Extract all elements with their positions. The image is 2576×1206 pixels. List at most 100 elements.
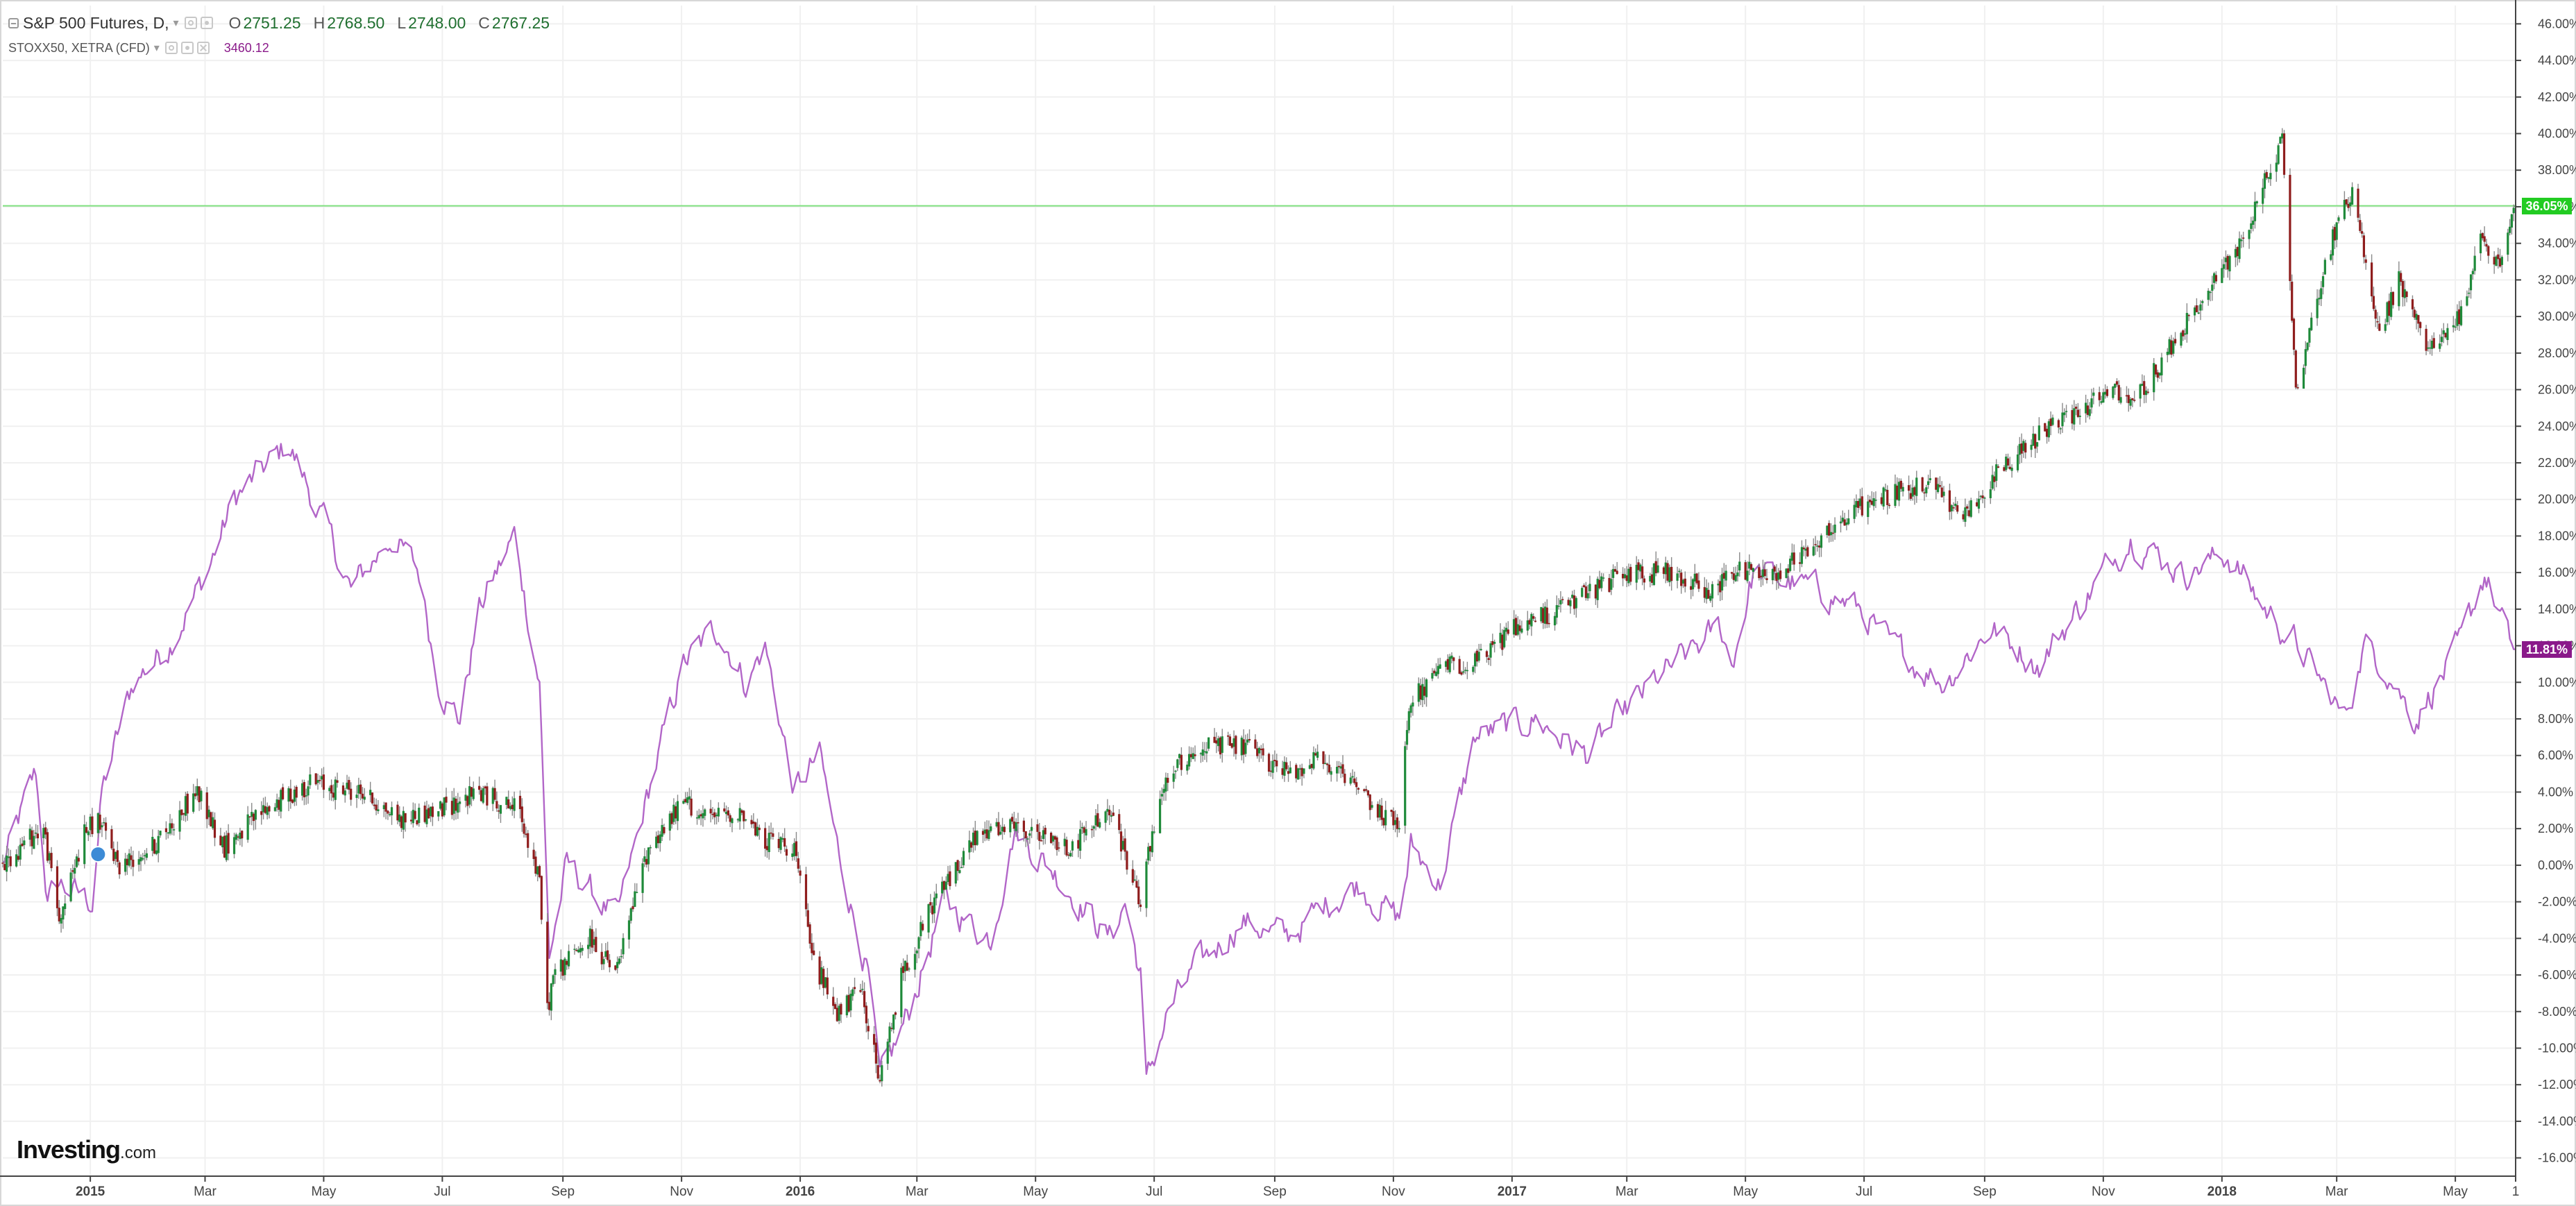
candle-body	[1707, 590, 1710, 599]
candle-body	[954, 862, 957, 884]
eye-icon[interactable]	[164, 42, 178, 54]
event-marker-icon[interactable]	[90, 846, 107, 863]
candle-body	[2279, 137, 2282, 144]
candle-body	[564, 958, 566, 976]
compare-series-legend[interactable]: STOXX50, XETRA (CFD) ▾ 3460.12	[8, 36, 269, 60]
candle-body	[1639, 564, 1642, 572]
spx-candles-layer	[1, 128, 2517, 1087]
candle-body	[2469, 274, 2473, 291]
close-icon[interactable]	[196, 42, 210, 54]
candle-body	[1339, 766, 1342, 769]
candle-body	[2444, 332, 2447, 338]
collapse-legend-icon[interactable]	[8, 17, 19, 28]
candle-body	[2240, 239, 2243, 241]
candle-body	[861, 989, 864, 990]
candle-body	[371, 792, 374, 804]
candle-body	[920, 922, 922, 937]
eye-icon[interactable]	[184, 17, 197, 29]
candle-body	[1899, 480, 1902, 489]
x-tick-label: Mar	[906, 1184, 929, 1199]
compare-series-title[interactable]: STOXX50, XETRA (CFD)	[8, 40, 150, 55]
candle-body	[336, 780, 339, 783]
candle-body	[1575, 597, 1577, 609]
candle-body	[194, 793, 197, 797]
candle-body	[1069, 853, 1072, 857]
candle-body	[1186, 764, 1189, 771]
candle-body	[409, 819, 413, 822]
chevron-down-icon[interactable]: ▾	[173, 17, 179, 29]
candle-body	[173, 829, 176, 831]
candle-body	[2102, 392, 2105, 403]
candle-body	[1962, 514, 1965, 520]
y-tick-label: -14.00%	[2538, 1114, 2576, 1128]
candle-body	[1748, 561, 1751, 569]
candle-body	[387, 810, 389, 814]
y-tick-label: 26.00%	[2538, 383, 2576, 397]
candle-body	[1289, 767, 1291, 774]
candle-body	[1896, 485, 1899, 500]
candle-body	[604, 951, 607, 957]
candle-body	[1915, 477, 1918, 496]
candle-body	[19, 844, 22, 860]
candle-body	[276, 799, 278, 808]
candle-body	[676, 801, 679, 822]
candle-body	[2005, 457, 2008, 470]
candle-body	[1858, 498, 1862, 507]
candle-body	[319, 780, 321, 781]
candle-body	[239, 832, 242, 840]
candle-body	[2316, 298, 2319, 319]
candle-body	[1353, 778, 1356, 783]
candle-body	[2071, 410, 2074, 424]
candle-body	[1065, 840, 1068, 856]
candle-body	[1188, 754, 1191, 767]
candle-body	[344, 790, 346, 796]
candle-body	[2337, 217, 2340, 221]
candle-body	[1911, 487, 1914, 497]
chevron-down-icon[interactable]: ▾	[153, 42, 160, 54]
candle-body	[1909, 493, 1912, 499]
candle-body	[1205, 751, 1208, 754]
candle-body	[2398, 271, 2400, 307]
candle-body	[756, 826, 759, 836]
candle-body	[264, 806, 266, 813]
candle-body	[813, 950, 815, 956]
candle-body	[1553, 615, 1557, 626]
gear-icon[interactable]	[200, 17, 213, 29]
candle-body	[495, 801, 498, 809]
candle-body	[1611, 569, 1615, 578]
candle-body	[1542, 608, 1545, 623]
candle-body	[972, 832, 975, 846]
x-tick-label: Nov	[2092, 1184, 2115, 1199]
x-tick-label: 1	[2512, 1184, 2520, 1199]
candle-body	[1324, 763, 1327, 765]
x-tick-label: Jul	[434, 1184, 450, 1199]
candle-body	[1520, 628, 1523, 633]
main-series-legend[interactable]: S&P 500 Futures, D, ▾ O 2751.25 H 2768.50 …	[8, 11, 550, 35]
logo-suffix: .com	[120, 1144, 157, 1162]
candle-body	[990, 826, 992, 831]
candle-body	[1534, 620, 1537, 622]
candle-body	[1145, 861, 1148, 908]
gear-icon[interactable]	[180, 42, 194, 54]
high-key: H	[313, 13, 325, 32]
candle-body	[2263, 173, 2266, 189]
candle-body	[1719, 581, 1722, 593]
candle-body	[1001, 826, 1004, 832]
candle-body	[2405, 291, 2408, 298]
candle-body	[459, 801, 461, 804]
main-series-title[interactable]: S&P 500 Futures, D,	[23, 13, 169, 32]
candle-body	[396, 804, 399, 821]
candle-body	[1462, 671, 1465, 673]
candle-body	[2221, 268, 2223, 283]
candle-body	[797, 858, 799, 869]
candle-body	[1790, 552, 1794, 561]
candle-body	[894, 1012, 897, 1015]
candle-body	[1847, 518, 1850, 525]
candle-body	[1287, 771, 1290, 774]
candle-body	[2403, 289, 2406, 298]
candle-body	[2289, 174, 2291, 282]
investing-logo: Investing.com	[17, 1135, 156, 1164]
candle-body	[643, 856, 646, 863]
candle-body	[2076, 409, 2080, 417]
